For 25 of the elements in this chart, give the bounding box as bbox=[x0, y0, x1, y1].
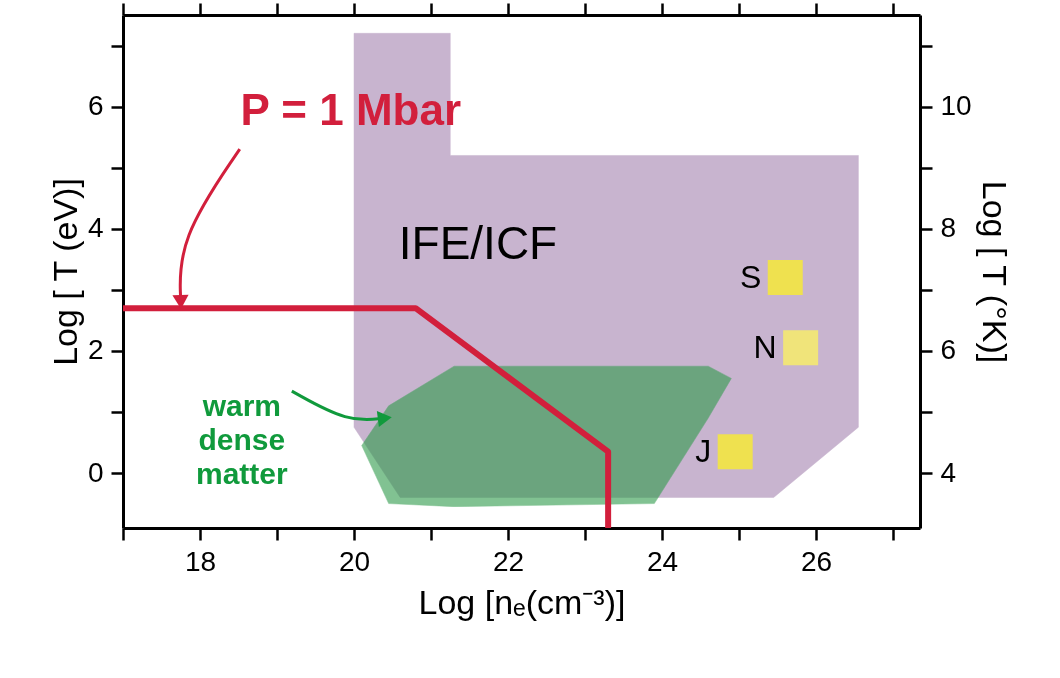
y-tick-label: 2 bbox=[87, 334, 104, 366]
series-label: S bbox=[739, 258, 762, 295]
x-tick-label: 18 bbox=[184, 545, 217, 577]
x-tick-label: 22 bbox=[492, 545, 525, 577]
x-tick-label: 20 bbox=[338, 545, 371, 577]
x-tick-label: 24 bbox=[646, 545, 679, 577]
y-tick-label: 0 bbox=[87, 456, 104, 488]
y2-axis-title: Log [ T (°K)] bbox=[975, 180, 1014, 364]
point bbox=[783, 330, 819, 366]
annotation: warm dense matter bbox=[195, 389, 288, 491]
point bbox=[717, 434, 753, 470]
y2-tick-label: 6 bbox=[940, 334, 957, 366]
y-tick-label: 4 bbox=[87, 212, 104, 244]
x-axis-title: Log [nₑ(cm⁻³)] bbox=[418, 582, 626, 621]
series-label: J bbox=[695, 432, 712, 469]
series-label: N bbox=[753, 328, 777, 365]
x-tick-label: 26 bbox=[800, 545, 833, 577]
point bbox=[767, 260, 803, 296]
annotation: IFE/ICF bbox=[398, 217, 558, 269]
y2-tick-label: 10 bbox=[940, 90, 972, 122]
y-tick-label: 6 bbox=[87, 90, 104, 122]
y2-tick-label: 8 bbox=[940, 212, 957, 244]
y-axis-title: Log [ T (eV)] bbox=[45, 178, 84, 366]
annotation: P = 1 Mbar bbox=[240, 85, 462, 135]
y2-tick-label: 4 bbox=[940, 456, 957, 488]
